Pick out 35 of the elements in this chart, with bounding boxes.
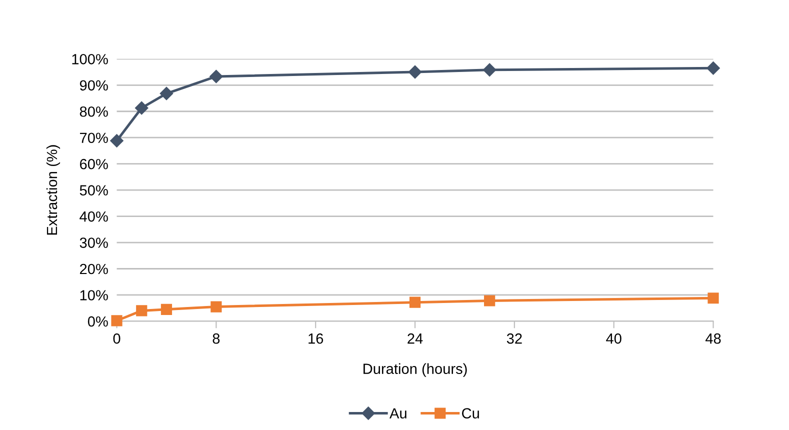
y-axis-title: Extraction (%): [46, 145, 60, 235]
point: [408, 65, 422, 79]
y-tick-label: 80%: [80, 106, 108, 117]
point: [160, 304, 172, 315]
y-tick-label: 70%: [80, 132, 108, 144]
y-tick-label: 30%: [80, 238, 108, 248]
y-tick-label: 100%: [72, 54, 108, 64]
x-tick-label: 8: [212, 333, 220, 344]
point: [110, 134, 124, 148]
x-tick-label: 40: [606, 333, 622, 344]
point: [708, 292, 719, 304]
x-tick-label: 16: [308, 333, 324, 344]
point: [484, 295, 496, 306]
x-tick-label: 0: [113, 333, 120, 344]
point: [482, 63, 496, 77]
x-tick-label: 24: [408, 333, 423, 344]
y-tick-label: 90%: [80, 80, 108, 91]
point: [210, 70, 223, 84]
legend-label: Cu: [462, 408, 479, 418]
legend-label: Au: [390, 408, 406, 418]
point: [160, 86, 174, 100]
point: [135, 101, 148, 115]
y-tick-label: 40%: [80, 211, 108, 222]
point: [409, 296, 421, 308]
x-tick-label: 48: [705, 333, 721, 344]
point: [136, 305, 148, 316]
x-tick-label: 32: [506, 333, 522, 344]
x-axis-title: Duration (hours): [364, 363, 467, 377]
point: [706, 62, 720, 75]
point: [210, 301, 222, 312]
y-tick-label: 50%: [80, 185, 108, 196]
y-tick-label: 20%: [80, 264, 108, 274]
y-tick-label: 0%: [88, 316, 108, 327]
y-tick-label: 60%: [80, 158, 108, 170]
y-tick-label: 10%: [80, 290, 108, 300]
